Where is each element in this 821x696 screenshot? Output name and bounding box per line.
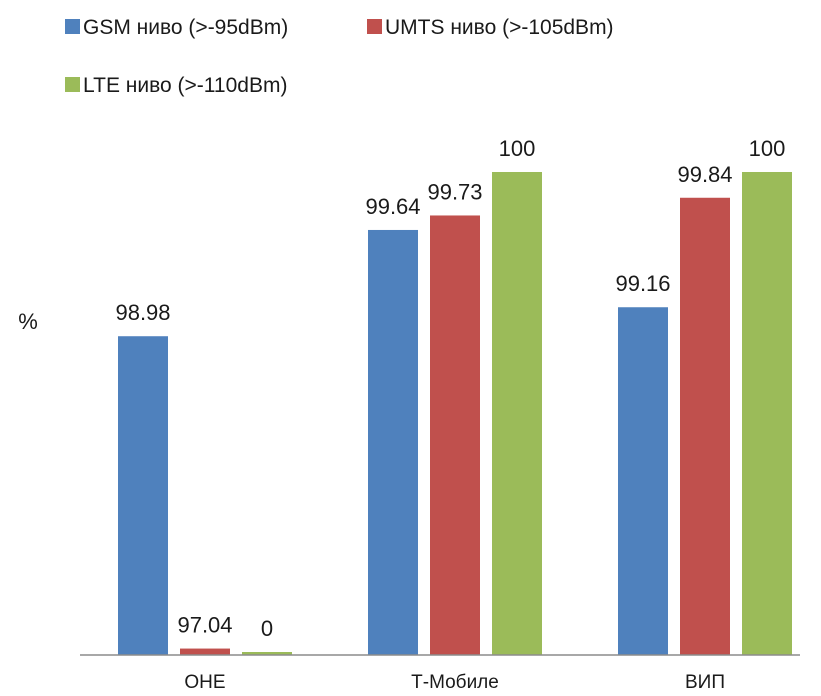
data-label: 99.16 [615,271,670,296]
data-label: 99.84 [677,162,732,187]
data-labels-group: 98.98 97.04 0 99.64 99.73 100 99.16 99.84 100 [115,136,785,641]
bar [368,229,418,655]
bar [180,648,230,655]
legend-swatch [367,19,382,34]
legend-swatch [65,77,80,92]
bar [618,307,668,655]
bar [492,172,542,655]
y-axis-label: % [18,309,38,334]
legend-label: UMTS ниво (>-105dBm) [385,16,614,39]
legend-label: GSM ниво (>-95dBm) [83,16,288,39]
bar [242,652,292,655]
data-label: 100 [749,136,786,161]
data-label: 99.64 [365,194,420,219]
data-label: 97.04 [177,613,232,638]
data-label: 0 [261,616,273,641]
x-tick-label: Т-Мобиле [411,672,499,693]
x-tick-label: ВИП [685,672,725,693]
bar [742,172,792,655]
bar [118,336,168,655]
bar [430,215,480,655]
data-label: 98.98 [115,300,170,325]
x-tick-label: ОНЕ [184,672,225,693]
bar [680,197,730,655]
x-tick-labels: ОНЕ Т-Мобиле ВИП [184,672,725,693]
legend: GSM ниво (>-95dBm) UMTS ниво (>-105dBm) LT… [65,16,614,97]
data-label: 100 [499,136,536,161]
bars-group [118,172,792,655]
legend-label: LTE ниво (>-110dBm) [83,74,287,97]
legend-swatch [65,19,80,34]
data-label: 99.73 [427,179,482,204]
